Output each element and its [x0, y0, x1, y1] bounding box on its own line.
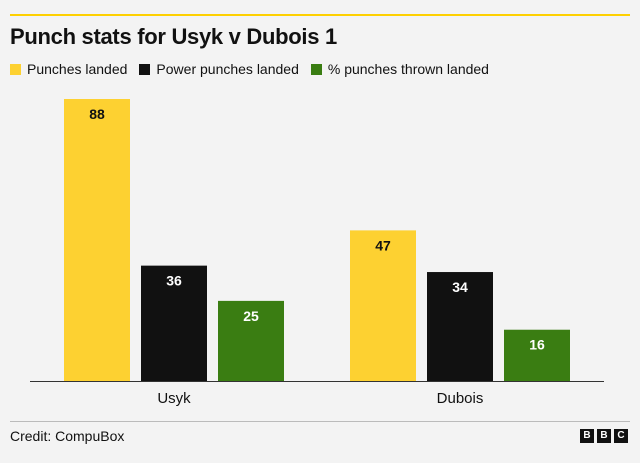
- category-label-dubois: Dubois: [437, 390, 484, 407]
- legend-swatch-power-punches-landed: [139, 63, 151, 75]
- legend-item-power-punches-landed: Power punches landed: [139, 61, 299, 77]
- data-label-usyk-series-1: 36: [166, 273, 182, 289]
- legend-item-punches-landed: Punches landed: [10, 61, 127, 77]
- bar-usyk-series-1: [141, 265, 207, 381]
- bbc-logo: B B C: [580, 429, 628, 443]
- footer-rule: [10, 421, 630, 422]
- data-label-usyk-series-0: 88: [89, 106, 105, 122]
- legend-item-percent-punches-thrown-landed: % punches thrown landed: [310, 61, 489, 77]
- data-label-usyk-series-2: 25: [243, 308, 259, 324]
- bbc-logo-block: B: [597, 429, 611, 443]
- legend: Punches landed Power punches landed % pu…: [10, 61, 489, 77]
- legend-swatch-punches-landed: [10, 63, 21, 75]
- legend-label-punches-landed: Punches landed: [27, 61, 128, 77]
- chart-title: Punch stats for Usyk v Dubois 1: [10, 24, 337, 49]
- bar-usyk-series-2: [218, 300, 284, 381]
- legend-swatch-percent-punches-thrown-landed: [310, 63, 322, 75]
- bar-dubois-series-0: [350, 230, 416, 381]
- bar-usyk-series-0: [64, 99, 130, 381]
- data-label-dubois-series-2: 16: [529, 337, 545, 353]
- credit-text: Credit: CompuBox: [10, 428, 125, 444]
- bbc-logo-block: C: [614, 429, 628, 443]
- bbc-logo-block: B: [580, 429, 594, 443]
- category-label-usyk: Usyk: [157, 390, 191, 407]
- data-label-dubois-series-0: 47: [375, 237, 391, 253]
- bar-dubois-series-2: [504, 329, 570, 381]
- legend-label-percent-punches-thrown-landed: % punches thrown landed: [327, 61, 489, 77]
- bar-dubois-series-1: [427, 272, 493, 381]
- top-accent-rule: [10, 14, 630, 16]
- legend-label-power-punches-landed: Power punches landed: [156, 61, 299, 77]
- data-label-dubois-series-1: 34: [452, 279, 468, 295]
